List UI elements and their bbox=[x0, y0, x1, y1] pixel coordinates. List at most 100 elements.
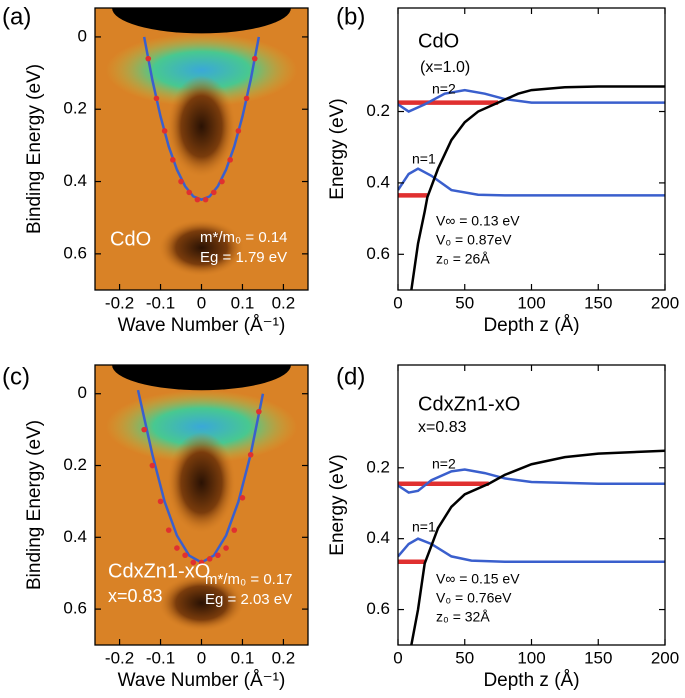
x-axis-label: Depth z (Å) bbox=[483, 670, 579, 691]
annotation: CdO bbox=[110, 228, 151, 250]
data-dot bbox=[182, 552, 188, 559]
y-tick-label: 0.4 bbox=[63, 171, 87, 190]
x-tick-label: -0.1 bbox=[146, 293, 175, 312]
panel-label: (c) bbox=[2, 363, 30, 390]
annotation: n=2 bbox=[432, 81, 456, 97]
panel-label: (d) bbox=[336, 363, 365, 390]
plot-area bbox=[398, 449, 665, 645]
x-tick-label: 0.1 bbox=[231, 293, 255, 312]
y-tick-label: 0.2 bbox=[366, 457, 390, 476]
y-tick-label: 0.2 bbox=[63, 455, 87, 474]
data-dot bbox=[231, 527, 238, 533]
image-dark bbox=[158, 219, 245, 276]
data-dot bbox=[215, 552, 221, 559]
curve bbox=[398, 537, 665, 563]
x-tick-label: 150 bbox=[584, 293, 612, 312]
x-axis-label: Depth z (Å) bbox=[483, 315, 579, 336]
annotation: CdxZn1-xO bbox=[418, 393, 520, 415]
y-tick-label: 0 bbox=[78, 26, 87, 45]
image-top bbox=[112, 8, 291, 34]
x-tick-label: -0.2 bbox=[105, 648, 134, 667]
y-tick-label: 0.6 bbox=[63, 243, 87, 262]
data-dot bbox=[165, 527, 172, 533]
x-tick-label: 0 bbox=[197, 648, 206, 667]
data-dot bbox=[239, 495, 246, 501]
curve bbox=[410, 85, 665, 290]
x-tick-label: 50 bbox=[455, 293, 474, 312]
annotation: n=2 bbox=[432, 456, 456, 472]
image-dark bbox=[167, 432, 236, 533]
image-top bbox=[112, 365, 291, 391]
panel-label: (a) bbox=[2, 3, 31, 30]
data-dot bbox=[206, 556, 213, 562]
data-dot bbox=[256, 408, 262, 415]
plot-area bbox=[95, 365, 308, 645]
annotation: n=1 bbox=[412, 519, 436, 535]
panel-label: (b) bbox=[336, 3, 365, 30]
curve bbox=[398, 167, 665, 197]
x-axis-label: Wave Number (Å⁻¹) bbox=[118, 315, 286, 336]
y-axis-label: Energy (eV) bbox=[327, 98, 348, 199]
data-dot bbox=[202, 196, 209, 203]
y-tick-label: 0 bbox=[78, 383, 87, 402]
x-tick-label: 0.2 bbox=[272, 293, 296, 312]
data-dot bbox=[190, 559, 197, 566]
data-dot bbox=[219, 178, 225, 185]
y-axis-label: Binding Energy (eV) bbox=[24, 64, 45, 234]
data-dot bbox=[223, 545, 229, 551]
data-dot bbox=[243, 95, 250, 102]
data-dot bbox=[170, 157, 176, 163]
data-dot bbox=[198, 559, 205, 566]
data-dot bbox=[251, 55, 258, 62]
curve bbox=[142, 36, 261, 201]
annotation: V₀ = 0.76eV bbox=[436, 590, 512, 606]
x-axis-label: Wave Number (Å⁻¹) bbox=[118, 670, 286, 691]
y-tick-label: 0.2 bbox=[63, 99, 87, 118]
curve bbox=[398, 468, 665, 494]
image-dark bbox=[158, 575, 245, 631]
y-tick-label: 0.6 bbox=[63, 599, 87, 618]
x-tick-label: 0.2 bbox=[272, 648, 296, 667]
x-tick-label: 0 bbox=[197, 293, 206, 312]
y-axis-label: Energy (eV) bbox=[327, 454, 348, 555]
annotation: m*/m₀ = 0.14 bbox=[200, 229, 288, 246]
x-tick-label: 0.1 bbox=[231, 648, 255, 667]
annotation: V∞ = 0.15 eV bbox=[436, 571, 520, 587]
y-axis-label: Binding Energy (eV) bbox=[24, 420, 45, 590]
x-tick-label: 100 bbox=[517, 293, 545, 312]
annotation: m*/m₀ = 0.17 bbox=[205, 571, 293, 588]
annotation: Eg = 2.03 eV bbox=[205, 591, 292, 608]
x-tick-label: 200 bbox=[651, 648, 679, 667]
x-tick-label: 0 bbox=[393, 293, 402, 312]
plot-area bbox=[95, 8, 308, 290]
y-tick-label: 0.6 bbox=[366, 599, 390, 618]
y-tick-label: 0.2 bbox=[366, 101, 390, 120]
annotation: CdO bbox=[418, 30, 459, 52]
x-tick-label: 0 bbox=[393, 648, 402, 667]
x-tick-label: 150 bbox=[584, 648, 612, 667]
data-dot bbox=[210, 189, 217, 196]
x-tick-label: -0.1 bbox=[146, 648, 175, 667]
plot-area bbox=[398, 85, 665, 290]
image-band bbox=[105, 390, 298, 463]
data-dot bbox=[141, 426, 147, 433]
annotation: x=0.83 bbox=[418, 419, 467, 436]
data-dot bbox=[186, 189, 193, 196]
annotation: Eg = 1.79 eV bbox=[200, 249, 287, 266]
annotation: CdxZn1-xO bbox=[108, 560, 210, 582]
curve bbox=[410, 449, 665, 645]
data-dot bbox=[153, 95, 160, 102]
annotation: V₀ = 0.87eV bbox=[436, 232, 512, 248]
annotation: n=1 bbox=[412, 151, 436, 167]
annotation: z₀ = 26Å bbox=[436, 251, 490, 267]
x-tick-label: 100 bbox=[517, 648, 545, 667]
y-tick-label: 0.6 bbox=[366, 244, 390, 263]
data-dot bbox=[157, 498, 164, 505]
data-dot bbox=[174, 545, 180, 551]
curve bbox=[398, 88, 665, 113]
y-tick-label: 0.4 bbox=[63, 527, 87, 546]
y-tick-label: 0.4 bbox=[366, 528, 390, 547]
annotation: x=0.83 bbox=[108, 586, 163, 606]
x-tick-label: 50 bbox=[455, 648, 474, 667]
